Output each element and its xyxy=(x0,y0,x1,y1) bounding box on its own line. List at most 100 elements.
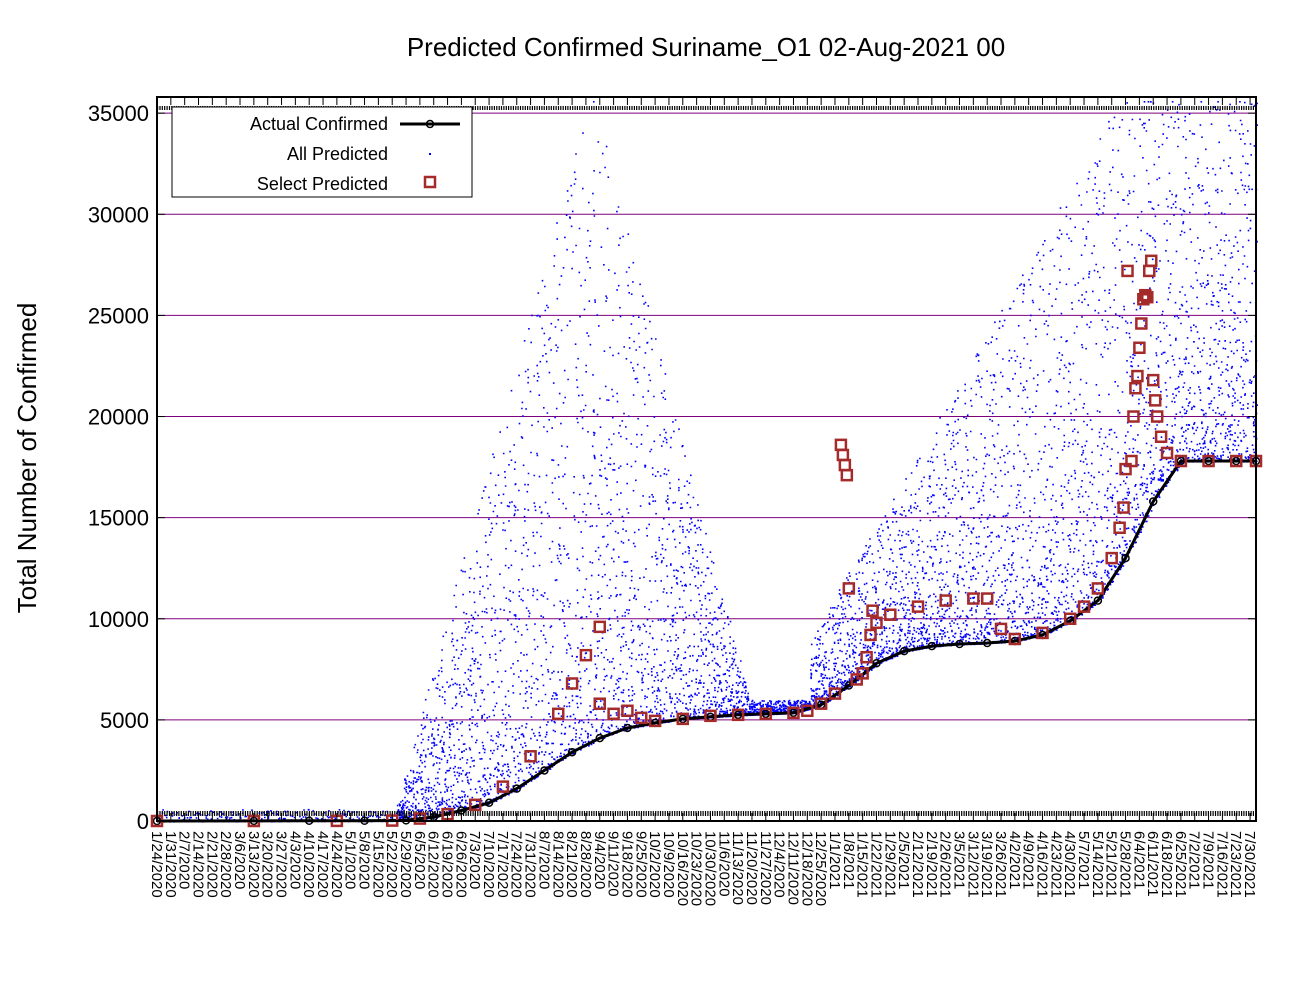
x-tick-label: 10/16/2020 xyxy=(674,831,691,906)
actual-confirmed-point xyxy=(484,798,494,808)
select-predicted-point xyxy=(579,648,593,662)
x-tick-label: 3/27/2020 xyxy=(273,831,290,898)
x-tick-label: 5/1/2020 xyxy=(342,831,359,889)
x-tick-label: 7/30/2021 xyxy=(1241,831,1258,898)
x-tick-label: 6/5/2020 xyxy=(411,831,428,889)
actual-confirmed-point xyxy=(927,641,937,651)
select-predicted-point xyxy=(842,582,856,595)
x-tick-label: 6/19/2020 xyxy=(439,831,456,898)
select-predicted-point xyxy=(468,798,482,812)
select-predicted-point xyxy=(836,448,850,462)
x-tick-label: 5/8/2020 xyxy=(356,831,373,889)
select-predicted-series xyxy=(150,254,1263,828)
select-predicted-point xyxy=(1174,454,1188,468)
x-tick-label: 8/21/2020 xyxy=(563,831,580,898)
actual-confirmed-point xyxy=(595,733,605,743)
x-tick-label: 5/7/2021 xyxy=(1075,831,1092,889)
select-predicted-point xyxy=(1144,254,1158,268)
grid-lines xyxy=(157,112,1256,721)
x-tick-label: 10/23/2020 xyxy=(688,831,705,906)
actual-confirmed-point xyxy=(761,709,771,719)
x-tick-label: 1/8/2021 xyxy=(840,831,857,889)
x-tick-label: 11/6/2020 xyxy=(715,831,732,897)
x-tick-label: 3/12/2021 xyxy=(964,831,981,898)
select-predicted-point xyxy=(676,712,690,726)
x-tick-label: 12/18/2020 xyxy=(798,831,815,906)
x-tick-label: 4/17/2020 xyxy=(314,831,331,898)
legend-marker-all-predicted xyxy=(429,153,431,155)
select-predicted-point xyxy=(1105,551,1118,565)
actual-confirmed-point xyxy=(1204,456,1213,466)
actual-confirmed-point xyxy=(1093,596,1103,605)
select-predicted-point xyxy=(1135,317,1148,330)
select-predicted-point xyxy=(1229,454,1243,468)
actual-confirmed-point xyxy=(678,714,688,724)
actual-confirmed-point xyxy=(1231,456,1241,466)
select-predicted-point xyxy=(939,594,952,607)
x-tick-label: 11/20/2020 xyxy=(743,831,760,905)
actual-confirmed-point xyxy=(1121,553,1130,563)
x-tick-label: 5/15/2020 xyxy=(369,831,386,898)
select-predicted-point xyxy=(866,604,879,617)
x-tick-label: 3/26/2021 xyxy=(992,831,1009,898)
select-predicted-point xyxy=(524,750,537,763)
x-tick-label: 2/28/2020 xyxy=(217,831,234,898)
select-predicted-point xyxy=(1117,501,1130,514)
x-tick-label: 9/4/2020 xyxy=(591,831,608,889)
select-predicted-point xyxy=(838,458,852,472)
actual-confirmed-point xyxy=(623,723,632,733)
select-predicted-point xyxy=(884,608,897,621)
x-tick-label: 6/12/2020 xyxy=(425,831,442,898)
select-predicted-point xyxy=(759,707,773,721)
select-predicted-point xyxy=(635,711,648,725)
x-tick-label: 4/9/2021 xyxy=(1020,831,1037,889)
x-tick-label: 7/10/2020 xyxy=(480,831,497,898)
select-predicted-point xyxy=(870,616,883,630)
x-tick-label: 9/11/2020 xyxy=(605,831,622,897)
y-tick-label: 35000 xyxy=(88,101,149,126)
actual-confirmed-point xyxy=(899,646,909,656)
select-predicted-point xyxy=(1077,600,1091,613)
x-tick-label: 5/21/2021 xyxy=(1103,831,1120,898)
select-predicted-point xyxy=(496,780,510,793)
x-tick-label: 7/17/2020 xyxy=(494,831,511,898)
x-tick-label: 8/28/2020 xyxy=(577,831,594,898)
x-tick-label: 10/2/2020 xyxy=(646,831,663,898)
legend-label-select-predicted: Select Predicted xyxy=(257,174,388,194)
x-tick-label: 5/28/2021 xyxy=(1117,831,1134,898)
x-tick-label: 1/15/2021 xyxy=(854,831,871,898)
select-predicted-point xyxy=(1008,632,1022,646)
x-tick-label: 1/31/2020 xyxy=(162,831,179,898)
y-tick-label: 15000 xyxy=(88,506,149,531)
y-tick-label: 0 xyxy=(137,809,149,834)
select-predicted-point xyxy=(1113,521,1126,535)
select-predicted-point xyxy=(1202,454,1215,468)
y-tick-label: 10000 xyxy=(88,607,149,632)
actual-confirmed-line xyxy=(156,459,1256,823)
x-tick-label: 7/3/2020 xyxy=(466,831,483,889)
select-predicted-point xyxy=(621,704,634,718)
x-tick-label: 7/2/2021 xyxy=(1186,831,1203,889)
select-predicted-point xyxy=(1063,612,1077,626)
select-predicted-point xyxy=(1141,290,1154,304)
select-predicted-point xyxy=(1139,288,1152,302)
legend-label-all-predicted: All Predicted xyxy=(287,144,388,164)
x-tick-label: 7/23/2021 xyxy=(1227,831,1244,898)
legend-box xyxy=(171,106,473,198)
x-tick-label: 11/27/2020 xyxy=(757,831,774,905)
select-predicted-point xyxy=(1150,410,1164,423)
x-tick-label: 7/9/2021 xyxy=(1200,831,1217,889)
actual-confirmed-point xyxy=(789,708,798,718)
x-tick-label: 2/7/2020 xyxy=(176,831,193,889)
select-predicted-point xyxy=(1148,394,1162,407)
x-tick-label: 6/4/2021 xyxy=(1130,831,1147,889)
x-tick-label: 1/29/2021 xyxy=(881,831,898,898)
x-tick-label: 11/13/2020 xyxy=(729,831,746,905)
x-tick-label: 4/30/2021 xyxy=(1061,831,1078,898)
x-tick-label: 6/11/2021 xyxy=(1144,831,1161,897)
actual-confirmed-point xyxy=(512,784,521,793)
select-predicted-point xyxy=(1160,446,1174,460)
legend: Actual Confirmed All Predicted Select Pr… xyxy=(171,106,473,198)
actual-confirmed-point xyxy=(982,638,992,648)
